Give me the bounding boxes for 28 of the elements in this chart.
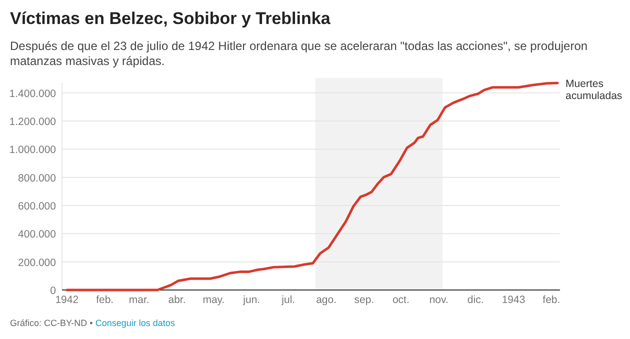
x-tick-label: mar. [128, 294, 150, 306]
x-tick-label: 1942 [55, 294, 79, 306]
y-tick-label: 0 [50, 285, 56, 297]
x-tick-label: oct. [392, 294, 410, 306]
y-tick-label: 1.400.000 [9, 88, 56, 100]
series-label: Muertes acumuladas [566, 78, 622, 102]
text: Conseguir los datos [92, 318, 176, 328]
x-tick-label: may. [202, 294, 225, 306]
chart-title: Víctimas en Belzec, Sobibor y Treblinka [10, 9, 331, 28]
x-tick-label: ago. [316, 294, 337, 306]
y-tick-label: 1.000.000 [9, 144, 56, 156]
chart-subtitle: Después de que el 23 de julio de 1942 Hitler ordenara que se aceleraran "todas las acciones", se produjeron matanzas masivas y rápidas. [10, 39, 588, 68]
x-tick-label: abr. [168, 294, 186, 306]
x-tick-label: jun. [242, 294, 260, 306]
x-tick-label: sep. [354, 294, 374, 306]
y-tick-label: 1.200.000 [9, 116, 56, 128]
y-tick-label: 600.000 [18, 200, 56, 213]
line-series [66, 82, 559, 292]
x-tick-label: jul. [280, 294, 296, 306]
x-tick-label: dic. [467, 294, 484, 306]
x-tick-label: nov. [429, 294, 448, 306]
x-tick-label: 1943 [502, 294, 526, 306]
x-tick-label: feb. [96, 294, 114, 306]
y-tick-label: 400.000 [18, 228, 56, 241]
x-tick-label: feb. [542, 294, 560, 306]
text: Gráfico: CC-BY-ND • [10, 318, 93, 328]
y-tick-label: 800.000 [18, 172, 56, 184]
y-tick-label: 200.000 [18, 256, 56, 269]
